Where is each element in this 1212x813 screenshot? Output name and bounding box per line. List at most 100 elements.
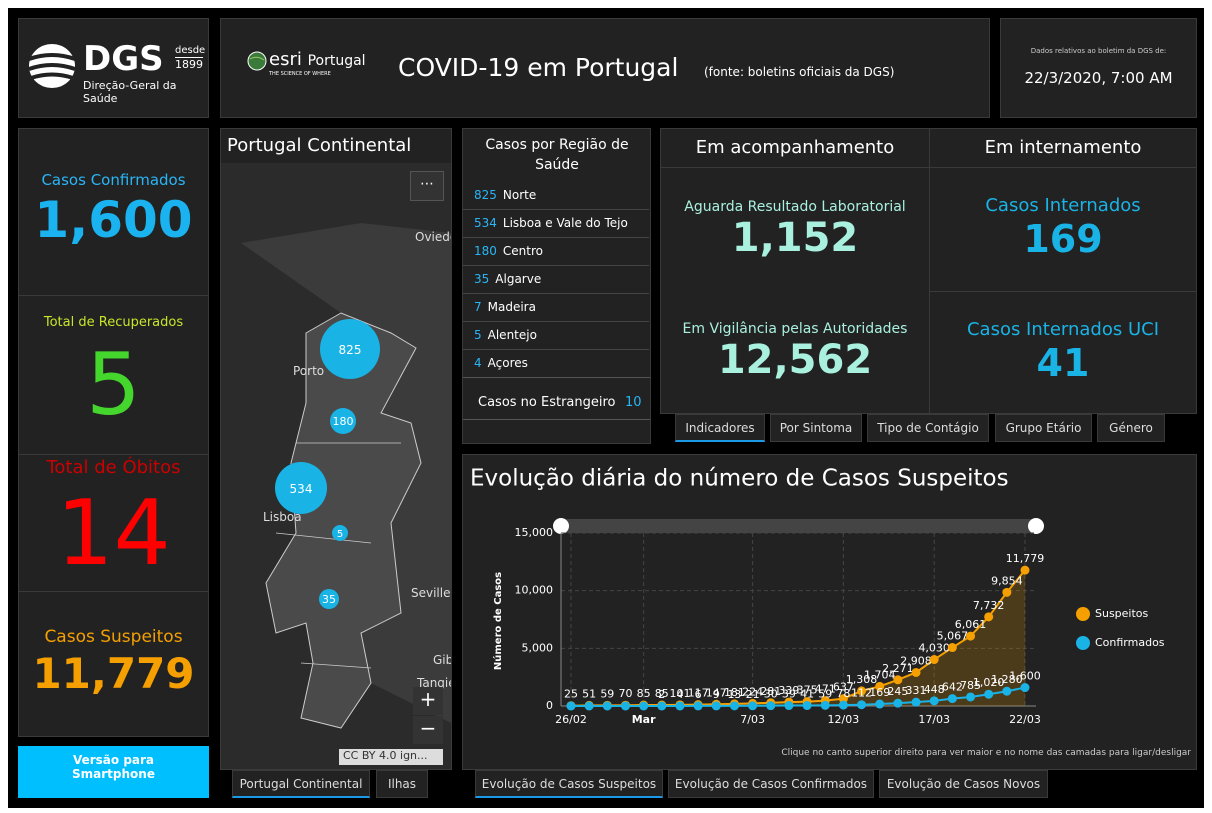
indicator-tab[interactable]: Por Sintoma [770,414,862,442]
value-label: 41 [800,688,814,701]
value-label: 4,030 [918,642,950,655]
value-label: 85 [637,687,651,700]
value-label: 1,704 [864,668,896,681]
indicator-heading: Em internamento [984,137,1142,158]
value-label: 21 [746,688,760,701]
area [571,570,1025,706]
range-handle[interactable] [1028,518,1044,534]
point [911,667,921,677]
value-label: 39 [782,688,796,701]
legend-label: Confirmados [1095,636,1165,649]
stat-value: 14 [56,481,171,586]
stat-value: 1,600 [34,191,193,249]
regions-panel: Casos por Região de Saúde 825 Norte 534 Lis… [462,128,651,444]
portugal [265,312,422,729]
point [838,700,848,710]
value-label: 245 [887,685,908,698]
range-handle[interactable] [553,518,569,534]
region-name: Madeira [487,300,536,314]
value-label: 25 [564,688,578,701]
value-label: 6 [695,688,702,701]
value-label: 5,067 [937,630,969,643]
value-label: 4 [676,688,683,701]
indicator-value: 12,562 [717,337,873,383]
indicator-tab[interactable]: Género [1097,414,1165,442]
point [711,701,721,711]
zoom-out[interactable]: − [413,716,443,744]
point [1020,565,1030,575]
value-label: 1,600 [1009,670,1041,683]
point [966,631,976,641]
date-panel: Dados relativos ao boletim da DGS de: 22… [1000,18,1197,118]
map-menu[interactable]: ⋯ [410,171,444,201]
region-count: 5 [474,328,482,342]
logo-mark: DGS [83,39,164,79]
indicator-label: Aguarda Resultado Laboratorial [684,199,906,215]
dashboard-source: (fonte: boletins oficiais da DGS) [704,65,895,79]
cluster[interactable] [332,525,348,541]
value-label: 1,020 [973,676,1005,689]
point [966,692,976,702]
indicator-value: 169 [1023,217,1103,261]
chart-tab[interactable]: Evolução de Casos Novos [879,770,1048,798]
value-label: 169 [869,686,890,699]
chart: Evolução diária do número de Casos Suspe… [470,466,1191,759]
value-label: 51 [582,687,596,700]
point [984,612,994,622]
region-row: 180 Centro [463,237,649,266]
indicator-tab[interactable]: Indicadores [675,414,765,442]
cluster[interactable] [319,589,339,609]
region-name: Algarve [495,272,542,286]
point [929,655,939,665]
date-value: 22/3/2020, 7:00 AM [1024,69,1173,87]
point [766,701,776,711]
logo-org: Direção-Geral da Saúde [83,79,177,105]
cluster-label: 5 [337,529,343,540]
indicator-value: 1,152 [731,215,859,261]
indicator-tab[interactable]: Grupo Etário [995,414,1092,442]
indicator-label: Casos Internados UCI [966,319,1160,340]
value-label: 471 [815,683,836,696]
point [693,701,703,711]
smartphone-button[interactable]: Versão para Smartphone [18,746,209,798]
region-count: 7 [474,300,482,314]
region-count: 180 [474,244,497,258]
indicator-tab[interactable]: Tipo de Contágio [867,414,989,442]
x-tick-label: 17/03 [918,713,950,726]
point [893,675,903,685]
value-label: 30 [764,688,778,701]
region-count: 534 [474,216,497,230]
chart-tab[interactable]: Evolução de Casos Confirmados [668,770,874,798]
region-name: Centro [502,244,543,258]
region-row: 4 Açores [463,349,649,378]
point [875,681,885,691]
place-label: Gib [433,653,451,667]
region-count: 35 [474,272,490,286]
esri-globe [247,51,267,71]
map-tab[interactable]: Portugal Continental [232,770,370,798]
chart-tab[interactable]: Evolução de Casos Suspeitos [475,770,663,798]
esri-slogan: THE SCIENCE OF WHERE [269,71,331,77]
value-label: 2 [658,688,665,701]
point [639,701,649,711]
stat-label: Casos Suspeitos [44,627,183,647]
point [984,689,994,699]
place-label: Porto [293,364,324,378]
value-label: 2,908 [900,654,932,667]
point [857,686,867,696]
y-tick-label: 5,000 [522,641,554,654]
region-name: Lisboa e Vale do Tejo [502,216,628,230]
logo-year: 1899 [175,57,203,71]
point [820,700,830,710]
x-tick-label: 7/03 [740,713,765,726]
value-label: 637 [833,681,854,694]
value-label: 6,061 [955,618,987,631]
region-row: 534 Lisboa e Vale do Tejo [463,209,649,238]
cluster[interactable] [275,462,327,514]
point [911,697,921,707]
x-tick-label: 26/02 [555,713,587,726]
zoom-in[interactable]: + [413,687,443,715]
map-tab[interactable]: Ilhas [376,770,428,798]
cluster[interactable] [330,408,356,434]
cluster[interactable] [320,319,380,379]
